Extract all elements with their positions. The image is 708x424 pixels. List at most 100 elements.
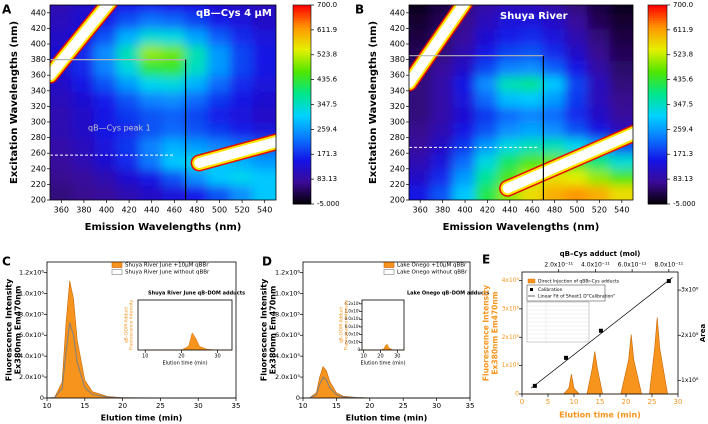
x-tick-label: 20	[377, 354, 383, 360]
heatmap-cell	[520, 11, 545, 30]
heatmap-cell	[430, 89, 455, 108]
heatmap-cell	[497, 27, 522, 45]
heatmap-cell	[564, 11, 590, 30]
heatmap-cell	[229, 167, 255, 186]
colorbar-slice	[293, 17, 311, 21]
heatmap-cell	[475, 89, 500, 108]
x-axis-label: Elution time (min)	[346, 414, 428, 423]
colorbar-slice	[648, 57, 667, 61]
heatmap-cell	[564, 89, 590, 108]
y-tick-label: 347.5	[673, 101, 693, 109]
heatmap-cell	[162, 27, 187, 45]
y-tick-label: 435.6	[317, 76, 338, 84]
y-tick-label: 360	[31, 71, 46, 80]
heatmap-cell	[162, 11, 187, 30]
heatmap-cell	[430, 183, 455, 200]
y-tick-label: 700.0	[317, 1, 337, 9]
colorbar-slice	[648, 22, 667, 26]
y-tick-label: 300	[31, 118, 46, 127]
heatmap-cell	[116, 89, 142, 108]
heatmap-cell	[184, 167, 210, 186]
heatmap-cell	[475, 11, 500, 30]
y-tick-label: 3x10⁶	[502, 305, 520, 312]
y-tick-label: 1.0x10⁶	[275, 289, 300, 297]
colorbar-slice	[648, 14, 667, 18]
annotation: qB—Cys peak 2	[82, 229, 151, 238]
y-tick-label: 171.3	[673, 150, 693, 158]
x-tick-label: 30	[194, 402, 203, 410]
x-tick-label: 15	[80, 402, 89, 410]
y-tick-label: 171.3	[317, 150, 337, 158]
heatmap-cell	[430, 58, 455, 77]
colorbar-slice	[293, 174, 311, 178]
colorbar-slice	[648, 17, 667, 21]
y-tick-label: 360	[390, 71, 405, 80]
colorbar-slice	[648, 116, 667, 120]
y-tick-label: 4x10⁶	[502, 277, 520, 284]
colorbar-slice	[648, 52, 667, 56]
heatmap-cell	[252, 11, 276, 30]
y-tick-label: 6.0x10⁴	[345, 324, 361, 329]
y-tick-label: 1.0x10⁶	[19, 289, 44, 297]
y-tick-label: 1.2x10⁶	[19, 268, 44, 276]
colorbar-slice	[648, 106, 667, 110]
x-tick-label: 20	[622, 398, 631, 406]
colorbar-slice	[648, 111, 667, 115]
axis-label: qB–DOM AdductFluorescence Intensity	[338, 299, 349, 350]
y-tick-label: -5.000	[317, 200, 340, 208]
y-tick-label: 1x10⁶	[502, 362, 520, 369]
heatmap-cell	[609, 11, 633, 30]
y-tick-label: 8.0x10⁵	[19, 310, 44, 318]
colorbar-slice	[648, 37, 667, 41]
colorbar-slice	[648, 141, 667, 145]
heatmap-cell	[430, 5, 455, 14]
colorbar-slice	[293, 52, 311, 56]
colorbar-slice	[293, 106, 311, 110]
colorbar-slice	[648, 144, 667, 148]
colorbar-slice	[293, 104, 311, 108]
heatmap-cell	[207, 183, 232, 200]
colorbar-slice	[293, 44, 311, 48]
heatmap-cell	[94, 152, 119, 170]
heatmap-cell	[520, 89, 545, 108]
colorbar-slice	[293, 39, 311, 43]
colorbar-slice	[648, 156, 667, 160]
heatmap-cell	[520, 136, 545, 155]
colorbar-slice	[293, 164, 311, 168]
x-tick-label: 10	[43, 402, 52, 410]
heatmap-cell	[139, 152, 164, 170]
heatmap-cell	[184, 136, 210, 155]
heatmap-cell	[587, 121, 612, 139]
colorbar-slice	[648, 64, 667, 68]
heatmap-cell	[609, 183, 633, 200]
heatmap-cell	[94, 167, 119, 186]
colorbar-slice	[648, 126, 667, 130]
y-tick-label: 200	[390, 196, 405, 205]
heatmap-cell	[452, 136, 478, 155]
colorbar-slice	[648, 139, 667, 143]
colorbar-slice	[648, 89, 667, 93]
heatmap-cell	[139, 5, 164, 14]
heatmap-cell	[94, 43, 119, 61]
heatmap-cell	[94, 27, 119, 45]
heatmap-cell	[207, 43, 232, 61]
colorbar-slice	[293, 77, 311, 81]
legend-box	[526, 284, 606, 302]
heatmap-cell	[564, 5, 590, 14]
x-tick-label: 5	[546, 398, 550, 406]
x-tick-label: 440	[144, 206, 159, 215]
plot-frame	[49, 4, 277, 201]
y-tick-label: 1.2x10⁶	[275, 268, 300, 276]
y-tick-label: 8.0x10⁵	[275, 310, 300, 318]
heatmap-cell	[452, 121, 478, 139]
colorbar-slice	[648, 179, 667, 183]
colorbar-slice	[293, 84, 311, 88]
colorbar-slice	[648, 94, 667, 98]
x-tick-label: 360	[413, 206, 428, 215]
heatmap-cell	[252, 121, 276, 139]
heatmap-cell	[207, 121, 232, 139]
heatmap-cell	[116, 183, 142, 200]
heatmap-cell	[229, 105, 255, 123]
scatter-band	[194, 136, 276, 168]
heatmap-cell	[184, 5, 210, 14]
